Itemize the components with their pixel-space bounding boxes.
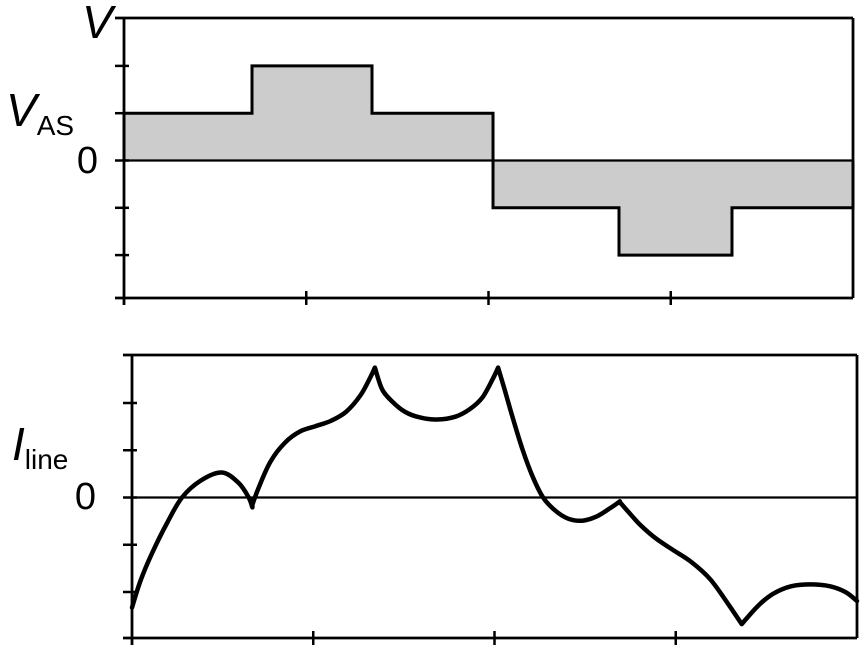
vas-chart: [115, 16, 855, 305]
vas-axis-label-main: V: [6, 84, 41, 136]
iline-axis-label-sub: line: [25, 444, 69, 475]
vas-axis-label: VAS: [6, 84, 74, 141]
iline-curve: [129, 365, 860, 627]
iline-zero-label: 0: [75, 476, 96, 518]
vas-zero-label: 0: [77, 140, 98, 182]
vas-axis-label-sub: AS: [37, 110, 74, 141]
iline-chart: [123, 353, 860, 645]
vas-waveform-outline: [122, 64, 855, 257]
vas-y-axis-top-label: V: [82, 0, 117, 48]
iline-axis-label: Iline: [12, 418, 68, 475]
iline-axis-label-main: I: [12, 418, 25, 470]
